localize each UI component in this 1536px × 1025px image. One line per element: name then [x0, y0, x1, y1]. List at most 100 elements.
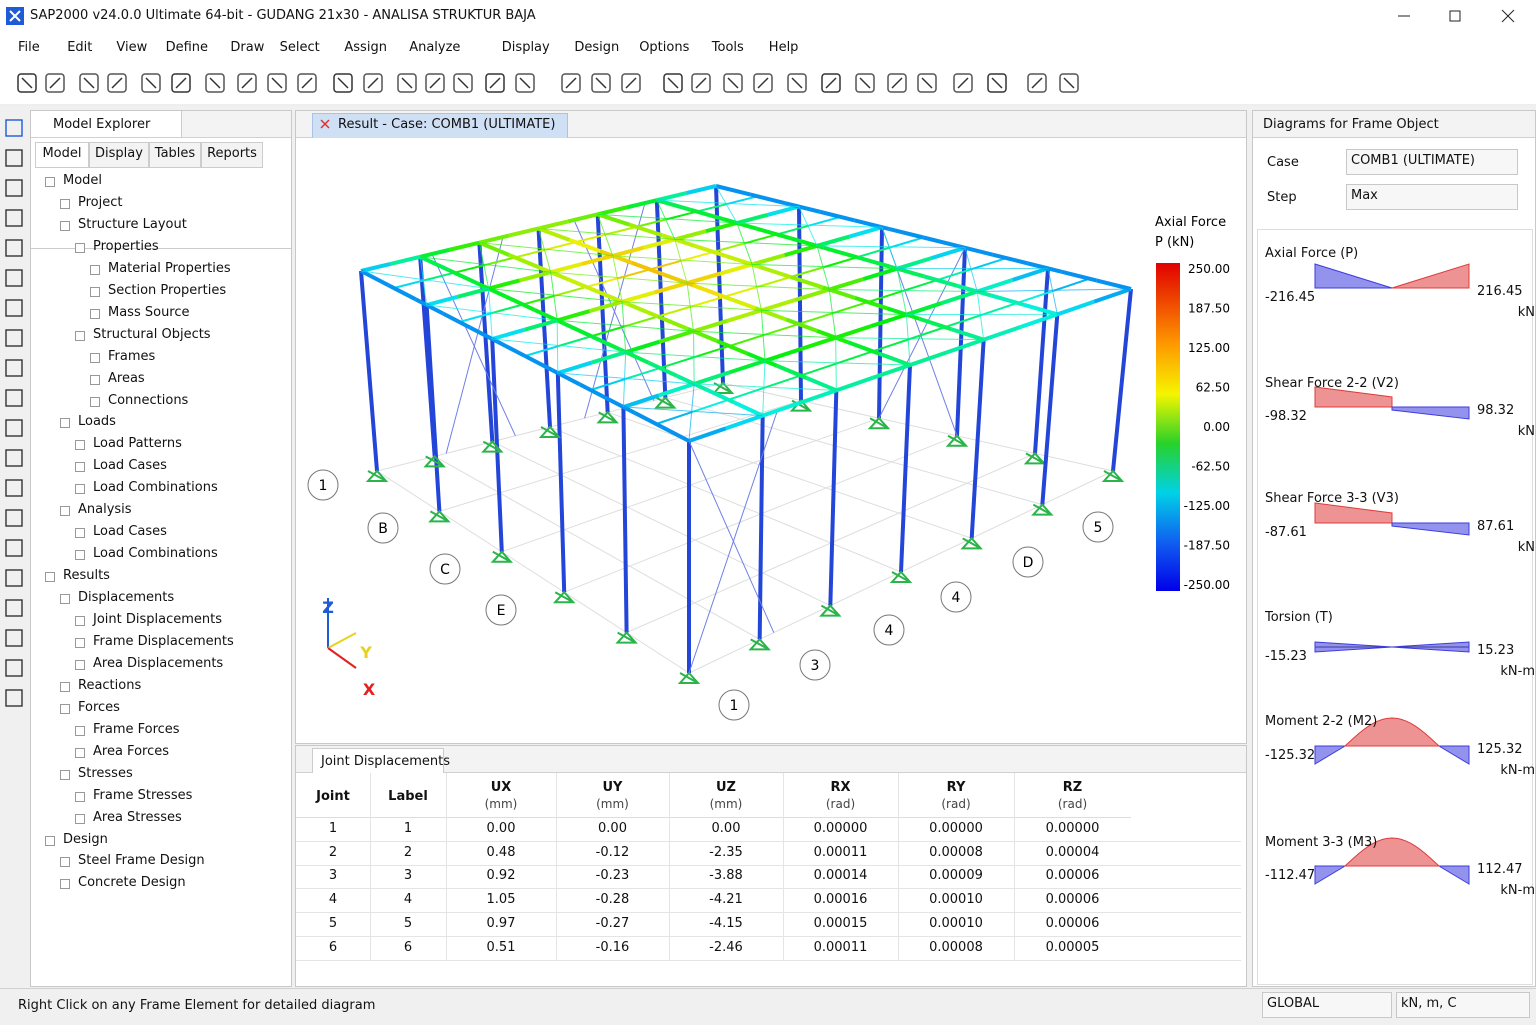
tree-expander[interactable] [60, 418, 70, 428]
tree-expander[interactable] [90, 287, 100, 297]
window-controls[interactable] [1390, 6, 1530, 26]
tree-item[interactable]: Area Stresses [93, 810, 182, 825]
tree-item[interactable]: Joint Displacements [93, 612, 222, 627]
diagram-unit: kN [1485, 540, 1535, 555]
tree-item[interactable]: Properties [93, 239, 159, 254]
column-unit: (rad) [1013, 797, 1133, 811]
table-cell: 0.92 [446, 868, 556, 883]
tree-item[interactable]: Reactions [78, 678, 141, 693]
tree-item[interactable]: Areas [108, 371, 145, 386]
tab-close[interactable] [320, 119, 330, 129]
explorer-tab-item[interactable]: Tables [149, 142, 201, 168]
menu-item[interactable]: Draw [230, 40, 264, 55]
tree-expander[interactable] [75, 638, 85, 648]
menu-item[interactable]: Select [280, 40, 320, 55]
column [799, 207, 801, 401]
tree-expander[interactable] [90, 265, 100, 275]
explorer-tab-item[interactable]: Model [35, 142, 89, 168]
column-unit: (rad) [781, 797, 901, 811]
tree-expander[interactable] [45, 836, 55, 846]
tree-item[interactable]: Model [63, 173, 102, 188]
tree-expander[interactable] [75, 440, 85, 450]
menu-item[interactable]: Help [769, 40, 799, 55]
diagram-negative [1439, 746, 1469, 764]
menu-item[interactable]: Analyze [409, 40, 460, 55]
explorer-tab-item[interactable]: Display [89, 142, 149, 168]
menu-item[interactable]: Tools [712, 40, 744, 55]
tree-expander[interactable] [60, 770, 70, 780]
tree-item[interactable]: Structural Objects [93, 327, 211, 342]
tree-item[interactable]: Results [63, 568, 110, 583]
tree-expander[interactable] [75, 528, 85, 538]
tree-item[interactable]: Material Properties [108, 261, 231, 276]
tree-expander[interactable] [60, 199, 70, 209]
tree-expander[interactable] [75, 331, 85, 341]
coord-dropdown[interactable]: GLOBAL [1262, 992, 1392, 1018]
tree-expander[interactable] [75, 660, 85, 670]
tree-expander[interactable] [75, 726, 85, 736]
tree-item[interactable]: Concrete Design [78, 875, 186, 890]
side-tool-icon [6, 480, 22, 496]
tree-item[interactable]: Load Combinations [93, 546, 218, 561]
table-cell: 0.97 [446, 916, 556, 931]
tree-expander[interactable] [90, 353, 100, 363]
tree-item[interactable]: Load Cases [93, 458, 167, 473]
tree-item[interactable]: Frame Forces [93, 722, 180, 737]
column-header: RY [896, 780, 1016, 795]
explorer-title: Model Explorer [53, 117, 150, 132]
tree-expander[interactable] [75, 616, 85, 626]
tree-expander[interactable] [75, 792, 85, 802]
menu-item[interactable]: File [18, 40, 40, 55]
tree-expander[interactable] [75, 550, 85, 560]
tree-expander[interactable] [45, 572, 55, 582]
menu-item[interactable]: Edit [67, 40, 92, 55]
tree-expander[interactable] [60, 704, 70, 714]
menu-item[interactable]: Define [166, 40, 208, 55]
tree-item[interactable]: Stresses [78, 766, 133, 781]
tree-expander[interactable] [60, 221, 70, 231]
menu-item[interactable]: Design [574, 40, 619, 55]
tree-item[interactable]: Load Patterns [93, 436, 182, 451]
tree-expander[interactable] [90, 375, 100, 385]
tree-item[interactable]: Project [78, 195, 122, 210]
tree-item[interactable]: Mass Source [108, 305, 190, 320]
menu-item[interactable]: View [116, 40, 147, 55]
menu-item[interactable]: Assign [344, 40, 387, 55]
tree-item[interactable]: Frame Displacements [93, 634, 234, 649]
tree-expander[interactable] [75, 484, 85, 494]
tree-item[interactable]: Load Cases [93, 524, 167, 539]
tree-expander[interactable] [75, 462, 85, 472]
menu-item[interactable]: Options [639, 40, 689, 55]
tree-item[interactable]: Connections [108, 393, 188, 408]
tree-expander[interactable] [60, 682, 70, 692]
explorer-tab-item[interactable]: Reports [201, 142, 263, 168]
tree-expander[interactable] [60, 857, 70, 867]
tree-expander[interactable] [60, 506, 70, 516]
tree-item[interactable]: Loads [78, 414, 116, 429]
tree-expander[interactable] [45, 177, 55, 187]
tree-expander[interactable] [90, 397, 100, 407]
tree-item[interactable]: Area Forces [93, 744, 169, 759]
grid-label: 3 [811, 658, 820, 674]
tree-expander[interactable] [75, 748, 85, 758]
tree-item[interactable]: Section Properties [108, 283, 226, 298]
tree-expander[interactable] [90, 309, 100, 319]
tree-item[interactable]: Area Displacements [93, 656, 223, 671]
tree-expander[interactable] [60, 594, 70, 604]
tree-item[interactable]: Load Combinations [93, 480, 218, 495]
tree-expander[interactable] [60, 879, 70, 889]
menu-item[interactable]: Display [502, 40, 550, 55]
tree-expander[interactable] [75, 243, 85, 253]
diagram-negative [1315, 264, 1392, 288]
legend-title: Axial Force [1155, 215, 1226, 230]
tree-expander[interactable] [75, 814, 85, 824]
tree-item[interactable]: Steel Frame Design [78, 853, 205, 868]
tree-item[interactable]: Frames [108, 349, 155, 364]
tree-item[interactable]: Frame Stresses [93, 788, 192, 803]
tree-item[interactable]: Displacements [78, 590, 174, 605]
tree-item[interactable]: Analysis [78, 502, 132, 517]
tree-item[interactable]: Structure Layout [78, 217, 187, 232]
tree-item[interactable]: Forces [78, 700, 120, 715]
units-dropdown[interactable]: kN, m, C [1396, 992, 1530, 1018]
tree-item[interactable]: Design [63, 832, 108, 847]
